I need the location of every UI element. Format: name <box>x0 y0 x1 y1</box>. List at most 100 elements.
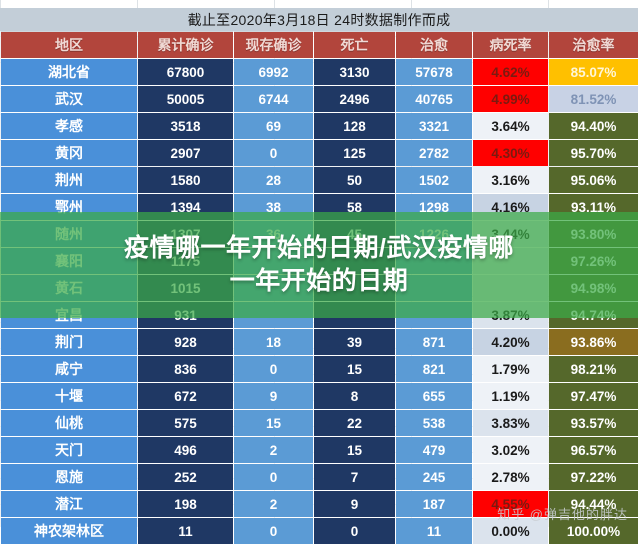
report-title-bar: 截止至2020年3月18日 24时数据制作而成 <box>0 8 638 32</box>
cell-deaths: 22 <box>314 410 396 437</box>
cell-cure-rate: 96.57% <box>549 437 638 464</box>
cell-cure-rate: 85.07% <box>549 59 638 86</box>
cell-fatality-rate <box>473 275 549 302</box>
cell-cured: 2782 <box>396 140 473 167</box>
cell-deaths: 15 <box>314 437 396 464</box>
column-header-curerate: 治愈率 <box>549 32 638 59</box>
cell-deaths <box>314 302 396 329</box>
cell-cure-rate: 97.22% <box>549 464 638 491</box>
cell-fatality-rate: 1.19% <box>473 383 549 410</box>
cell-cure-rate: 98.21% <box>549 356 638 383</box>
cell-current: 9 <box>234 383 314 410</box>
column-header-fatality: 病死率 <box>473 32 549 59</box>
cell-fatality-rate: 3.87% <box>473 302 549 329</box>
cell-cured <box>396 302 473 329</box>
cell-confirmed: 1394 <box>138 194 234 221</box>
cell-confirmed: 836 <box>138 356 234 383</box>
table-header-row: 地区 累计确诊 现存确诊 死亡 治愈 病死率 治愈率 <box>1 32 638 59</box>
cell-deaths: 45 <box>314 221 396 248</box>
cell-cured: 871 <box>396 329 473 356</box>
cell-region: 十堰 <box>1 383 138 410</box>
cell-cured: 538 <box>396 410 473 437</box>
cell-current <box>234 302 314 329</box>
cell-fatality-rate: 2.78% <box>473 464 549 491</box>
cell-current: 15 <box>234 410 314 437</box>
cell-deaths: 7 <box>314 464 396 491</box>
cell-confirmed: 3518 <box>138 113 234 140</box>
cell-cure-rate: 97.26% <box>549 248 638 275</box>
cell-region: 仙桃 <box>1 410 138 437</box>
cell-cured <box>396 248 473 275</box>
cell-current: 36 <box>234 221 314 248</box>
cell-deaths: 128 <box>314 113 396 140</box>
cell-current: 38 <box>234 194 314 221</box>
cell-cured: 3321 <box>396 113 473 140</box>
cell-cure-rate: 81.52% <box>549 86 638 113</box>
cell-cure-rate: 95.70% <box>549 140 638 167</box>
cell-cure-rate: 94.40% <box>549 113 638 140</box>
cell-confirmed: 198 <box>138 491 234 518</box>
cell-region: 黄石 <box>1 275 138 302</box>
cell-current: 6992 <box>234 59 314 86</box>
cell-region: 天门 <box>1 437 138 464</box>
cell-current: 2 <box>234 437 314 464</box>
cell-deaths: 125 <box>314 140 396 167</box>
cell-cured: 479 <box>396 437 473 464</box>
cell-cure-rate: 94.74% <box>549 302 638 329</box>
cell-region: 孝感 <box>1 113 138 140</box>
cell-confirmed: 496 <box>138 437 234 464</box>
cell-fatality-rate: 4.16% <box>473 194 549 221</box>
column-header-cured: 治愈 <box>396 32 473 59</box>
cell-fatality-rate: 4.20% <box>473 329 549 356</box>
cell-confirmed: 575 <box>138 410 234 437</box>
cell-confirmed: 2907 <box>138 140 234 167</box>
cell-fatality-rate: 4.62% <box>473 59 549 86</box>
cell-deaths: 39 <box>314 329 396 356</box>
cell-deaths: 58 <box>314 194 396 221</box>
cell-region: 潜江 <box>1 491 138 518</box>
cell-cure-rate: 94.98% <box>549 275 638 302</box>
cell-fatality-rate: 3.64% <box>473 113 549 140</box>
cell-fatality-rate: 1.79% <box>473 356 549 383</box>
cell-region: 宜昌 <box>1 302 138 329</box>
cell-cured: 11 <box>396 518 473 545</box>
cell-cured: 1298 <box>396 194 473 221</box>
cell-fatality-rate: 3.02% <box>473 437 549 464</box>
cell-deaths: 3130 <box>314 59 396 86</box>
cell-region: 神农架林区 <box>1 518 138 545</box>
cell-current: 18 <box>234 329 314 356</box>
column-header-region: 地区 <box>1 32 138 59</box>
cell-current <box>234 275 314 302</box>
cell-confirmed: 928 <box>138 329 234 356</box>
cell-current: 0 <box>234 518 314 545</box>
cell-confirmed: 1580 <box>138 167 234 194</box>
cell-confirmed: 1015 <box>138 275 234 302</box>
spreadsheet-canvas: 截止至2020年3月18日 24时数据制作而成 地区 累计确诊 现存确诊 死亡 … <box>0 0 638 527</box>
cell-current: 28 <box>234 167 314 194</box>
cell-confirmed: 672 <box>138 383 234 410</box>
cell-current: 6744 <box>234 86 314 113</box>
cell-deaths: 15 <box>314 356 396 383</box>
cell-cure-rate: 93.80% <box>549 221 638 248</box>
cell-cured: 57678 <box>396 59 473 86</box>
cell-deaths <box>314 275 396 302</box>
cell-cure-rate: 97.47% <box>549 383 638 410</box>
cell-deaths: 0 <box>314 518 396 545</box>
cell-confirmed: 1307 <box>138 221 234 248</box>
cell-region: 湖北省 <box>1 59 138 86</box>
cell-current: 0 <box>234 140 314 167</box>
cell-confirmed: 11 <box>138 518 234 545</box>
cell-cured: 187 <box>396 491 473 518</box>
report-title: 截止至2020年3月18日 24时数据制作而成 <box>188 10 451 30</box>
cell-fatality-rate: 3.44% <box>473 221 549 248</box>
cell-cured: 245 <box>396 464 473 491</box>
cell-deaths: 8 <box>314 383 396 410</box>
cell-cured: 821 <box>396 356 473 383</box>
